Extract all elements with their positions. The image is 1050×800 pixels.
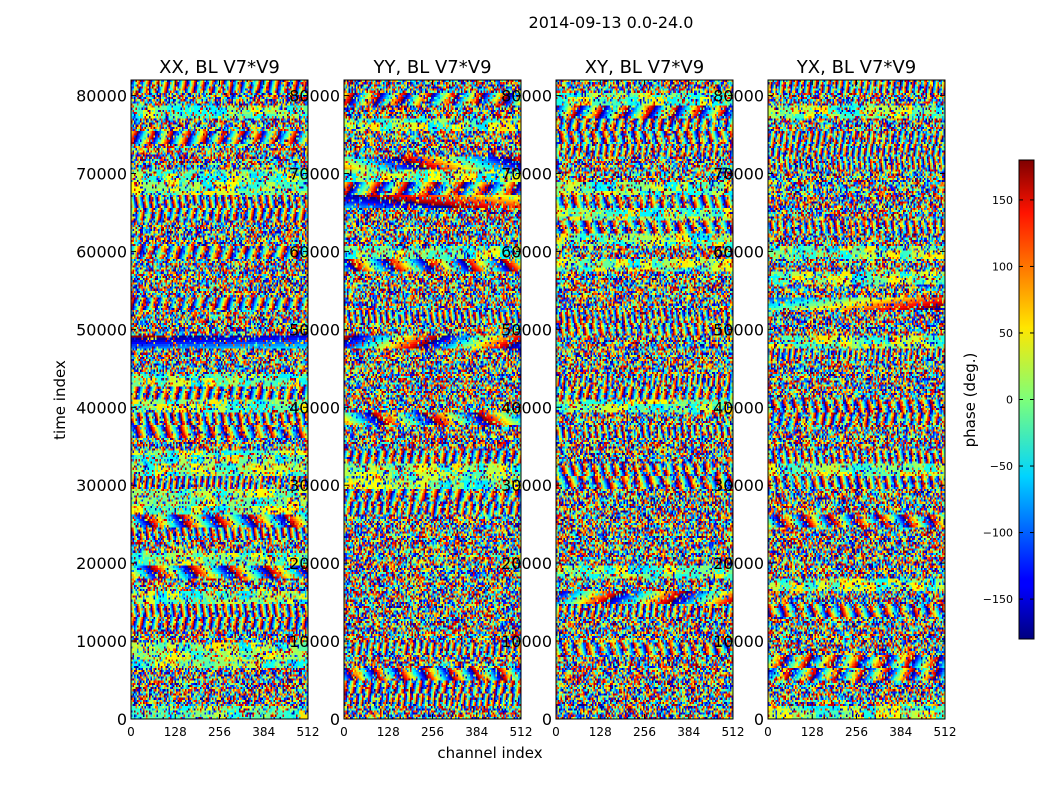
colorbar-tick-label: −50 [990, 460, 1013, 473]
y-tick-label: 0 [330, 710, 340, 729]
x-tick-label: 384 [252, 725, 275, 739]
y-axis-label: time index [51, 360, 69, 440]
y-tick-label: 70000 [501, 165, 552, 184]
colorbar-label: phase (deg.) [961, 353, 979, 448]
y-tick-label: 10000 [501, 632, 552, 651]
colorbar-ticks: 150 100 50 0 −50 −100 −150 [983, 194, 1034, 606]
y-tick-label: 70000 [289, 165, 340, 184]
panel-1: XX, BL V7*V9 0 128 256 384 512 0 10000 20000 3000… [76, 57, 319, 739]
y-tick-label: 30000 [76, 476, 127, 495]
colorbar-tick-label: 100 [992, 260, 1013, 273]
panels-group: XX, BL V7*V9 0 128 256 384 512 0 10000 20000 3000… [76, 57, 956, 739]
panel-image [344, 80, 521, 719]
y-tick-label: 50000 [76, 320, 127, 339]
y-tick-label: 60000 [713, 242, 764, 261]
x-tick-label: 512 [297, 725, 320, 739]
y-tick-label: 50000 [713, 320, 764, 339]
colorbar-tick-label: −100 [983, 527, 1013, 540]
panel-title: XY, BL V7*V9 [585, 57, 704, 78]
y-tick-label: 40000 [501, 398, 552, 417]
panel-image [556, 80, 733, 719]
y-tick-label: 10000 [713, 632, 764, 651]
colorbar: 150 100 50 0 −50 −100 −150 phase (deg.) [961, 159, 1035, 640]
panel-title: YX, BL V7*V9 [796, 57, 916, 78]
y-tick-label: 0 [117, 710, 127, 729]
x-tick-label: 256 [208, 725, 231, 739]
x-tick-label: 256 [421, 725, 444, 739]
y-tick-label: 20000 [501, 554, 552, 573]
x-tick-label: 128 [377, 725, 400, 739]
x-tick-label: 128 [164, 725, 187, 739]
y-tick-label: 50000 [289, 320, 340, 339]
x-tick-label: 512 [722, 725, 745, 739]
y-tick-label: 70000 [76, 165, 127, 184]
y-tick-label: 30000 [713, 476, 764, 495]
y-tick-label: 10000 [76, 632, 127, 651]
y-tick-label: 40000 [76, 398, 127, 417]
y-tick-label: 10000 [289, 632, 340, 651]
x-tick-label: 384 [465, 725, 488, 739]
x-tick-label: 0 [764, 725, 772, 739]
y-tick-label: 30000 [501, 476, 552, 495]
panel-3: XY, BL V7*V9 0 128 256 384 512 0 10000 20000 3000… [501, 57, 744, 739]
y-tick-label: 70000 [713, 165, 764, 184]
colorbar-tick-label: 150 [992, 194, 1013, 207]
panel-image [131, 80, 308, 719]
y-tick-label: 60000 [289, 242, 340, 261]
figure-title: 2014-09-13 0.0-24.0 [529, 13, 694, 32]
panel-4: YX, BL V7*V9 0 128 256 384 512 0 10000 20000 3000… [713, 57, 956, 739]
y-tick-label: 60000 [76, 242, 127, 261]
x-tick-label: 0 [340, 725, 348, 739]
y-tick-label: 40000 [713, 398, 764, 417]
y-tick-label: 80000 [76, 87, 127, 106]
y-tick-label: 30000 [289, 476, 340, 495]
y-tick-label: 20000 [76, 554, 127, 573]
y-tick-label: 0 [542, 710, 552, 729]
colorbar-tick-label: −150 [983, 593, 1013, 606]
y-tick-label: 60000 [501, 242, 552, 261]
panel-title: XX, BL V7*V9 [159, 57, 280, 78]
y-tick-label: 20000 [713, 554, 764, 573]
x-tick-label: 512 [510, 725, 533, 739]
x-tick-label: 128 [589, 725, 612, 739]
y-tick-label: 80000 [713, 87, 764, 106]
x-tick-label: 0 [552, 725, 560, 739]
x-tick-label: 256 [633, 725, 656, 739]
y-tick-label: 20000 [289, 554, 340, 573]
panel-2: YY, BL V7*V9 0 128 256 384 512 0 10000 20000 3000… [289, 57, 532, 739]
x-tick-label: 512 [934, 725, 957, 739]
x-tick-label: 256 [845, 725, 868, 739]
panel-title: YY, BL V7*V9 [372, 57, 491, 78]
y-tick-label: 50000 [501, 320, 552, 339]
colorbar-tick-label: 50 [999, 327, 1013, 340]
y-tick-label: 80000 [501, 87, 552, 106]
colorbar-tick-label: 0 [1006, 394, 1013, 407]
x-axis-label: channel index [437, 744, 542, 762]
y-tick-label: 0 [754, 710, 764, 729]
x-tick-label: 384 [889, 725, 912, 739]
y-tick-label: 40000 [289, 398, 340, 417]
y-tick-label: 80000 [289, 87, 340, 106]
x-tick-label: 384 [677, 725, 700, 739]
x-tick-label: 0 [127, 725, 135, 739]
x-tick-label: 128 [801, 725, 824, 739]
panel-image [768, 80, 945, 719]
